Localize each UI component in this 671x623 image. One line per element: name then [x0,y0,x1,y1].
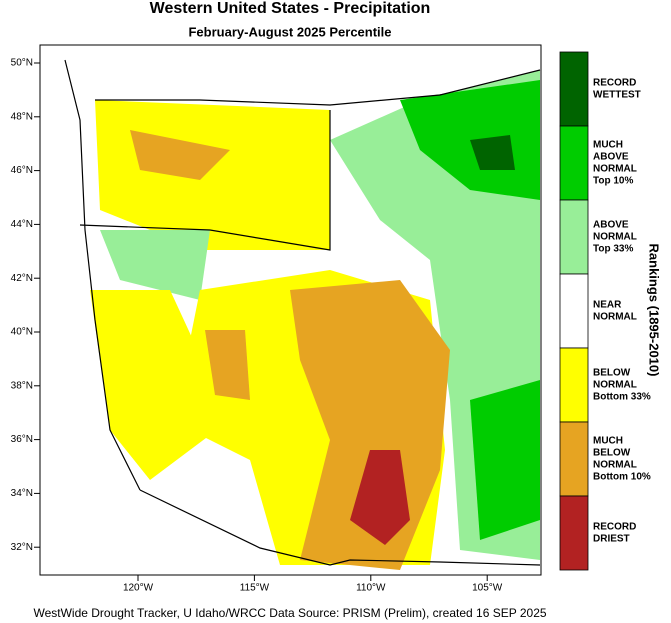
legend-swatch [559,347,589,423]
lat-tick-label: 42°N [11,273,33,284]
lat-tick-label: 38°N [11,380,33,391]
legend-swatch [559,125,589,201]
lat-tick-label: 46°N [11,165,33,176]
lat-tick-label: 48°N [11,111,33,122]
legend-label: Bottom 33% [593,392,651,403]
lat-tick-label: 50°N [11,58,33,69]
map [39,44,542,576]
legend-label: WETTEST [593,90,641,101]
lat-tick-label: 34°N [11,488,33,499]
lon-tick-label: 115°W [240,583,270,594]
legend-label: ABOVE [593,152,629,163]
legend-label: MUCH [593,140,623,151]
lon-tick-label: 105°W [472,583,503,594]
legend-label: BELOW [593,368,631,379]
legend-label: DRIEST [593,534,630,545]
legend-label: Top 33% [593,244,633,255]
title: Western United States - Precipitation [150,0,431,17]
legend-title: Rankings (1895-2010) [647,244,662,377]
legend-label: BELOW [593,448,631,459]
lat-tick-label: 44°N [11,219,33,230]
legend-label: MUCH [593,436,623,447]
legend-label: NORMAL [593,460,637,471]
legend-label: NORMAL [593,232,637,243]
legend-label: NORMAL [593,164,637,175]
lat-tick-label: 36°N [11,434,33,445]
legend-label: Bottom 10% [593,472,651,483]
legend-swatch [559,421,589,497]
lon-tick-label: 120°W [123,583,154,594]
lon-tick-label: 110°W [356,583,386,594]
lat-tick-label: 32°N [11,542,33,553]
subtitle: February-August 2025 Percentile [188,24,391,39]
legend-label: NORMAL [593,380,637,391]
legend-label: RECORD [593,522,636,533]
legend-label: ABOVE [593,220,629,231]
footer: WestWide Drought Tracker, U Idaho/WRCC D… [33,606,546,620]
legend-swatch [559,199,589,275]
legend-label: RECORD [593,78,636,89]
legend-swatch [559,51,589,127]
legend-swatch [559,273,589,349]
lat-tick-label: 40°N [11,327,33,338]
legend-swatch [559,495,589,571]
legend-label: Top 10% [593,176,633,187]
legend-label: NEAR [593,300,622,311]
legend-label: NORMAL [593,312,637,323]
